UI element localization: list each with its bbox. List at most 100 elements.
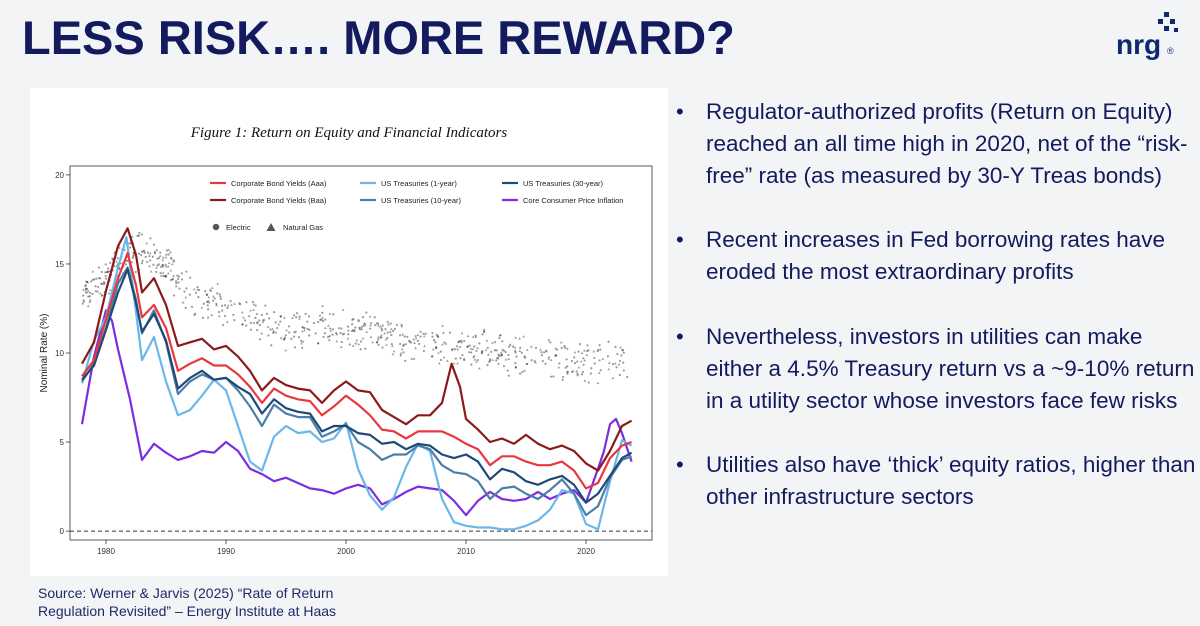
electric-roe-point [616,352,619,356]
electric-roe-point [552,375,555,378]
gas-roe-point [362,322,366,325]
electric-roe-point [339,332,342,335]
electric-roe-point [361,316,365,319]
electric-roe-point [332,313,335,316]
electric-roe-point [554,354,558,357]
gas-roe-point [158,254,162,257]
electric-roe-point [194,291,198,294]
electric-roe-point [87,295,90,298]
gas-roe-point [423,334,426,338]
electric-roe-point [100,270,103,274]
electric-roe-point [91,278,95,281]
slide-title: LESS RISK…. MORE REWARD? [22,11,735,64]
electric-roe-point [320,318,323,321]
electric-roe-point [340,327,343,330]
gas-roe-point [384,337,388,341]
gas-roe-point [391,344,394,348]
electric-roe-point [221,309,224,312]
gas-roe-point [399,351,403,355]
electric-roe-point [177,281,180,284]
electric-roe-point [241,323,244,326]
electric-roe-point [249,328,252,331]
gas-roe-point [166,264,170,268]
electric-roe-point [159,265,163,269]
electric-roe-point [265,312,269,315]
gas-roe-point [242,316,245,319]
gas-roe-point [169,269,173,272]
electric-roe-point [328,339,331,342]
electric-roe-point [104,263,107,266]
electric-roe-point [389,330,392,334]
electric-roe-point [410,341,413,344]
electric-roe-point [390,333,393,337]
electric-roe-point [137,252,141,255]
electric-roe-point [483,330,486,333]
electric-roe-point [351,329,355,332]
electric-roe-point [419,330,422,334]
electric-roe-point [256,322,259,325]
gas-roe-point [571,369,575,373]
electric-roe-point [161,265,165,268]
electric-roe-point [582,363,585,366]
electric-roe-point [116,257,119,260]
electric-roe-point [431,355,434,358]
electric-roe-point [340,340,343,344]
electric-roe-point [403,335,406,338]
electric-roe-point [496,357,500,360]
legend-label-t30: US Treasuries (30-year) [523,179,604,188]
electric-roe-point [335,332,338,335]
gas-roe-point [383,331,386,335]
electric-roe-point [104,271,107,274]
y-tick-label: 0 [60,527,65,536]
electric-roe-point [457,340,460,343]
electric-roe-point [514,351,517,354]
electric-roe-point [149,259,152,262]
gas-roe-point [507,357,511,361]
electric-roe-point [238,302,241,305]
electric-roe-point [507,353,510,357]
bullet-dot-icon: • [676,324,684,349]
gas-roe-point [109,288,112,292]
gas-roe-point [148,264,151,268]
legend-label-t10: US Treasuries (10-year) [381,196,462,205]
electric-roe-point [495,349,498,352]
electric-roe-point [480,351,484,354]
electric-roe-point [318,314,322,317]
electric-roe-point [508,345,511,348]
electric-roe-point [534,346,538,349]
electric-roe-point [164,263,167,266]
electric-roe-point [488,360,491,363]
electric-roe-point [580,373,584,376]
gas-roe-point [252,302,256,306]
gas-roe-point [400,324,404,328]
electric-roe-point [149,237,152,240]
electric-roe-point [566,370,570,374]
electric-roe-point [171,278,174,281]
gas-roe-point [577,366,581,369]
gas-roe-point [549,358,553,361]
electric-roe-point [364,347,367,350]
electric-roe-point [392,329,395,333]
electric-roe-point [143,251,146,255]
electric-roe-point [359,340,363,343]
gas-roe-point [277,322,281,326]
electric-roe-point [165,275,168,278]
electric-roe-point [519,346,522,349]
electric-roe-point [499,334,502,337]
electric-roe-point [621,348,624,352]
electric-roe-point [111,257,114,260]
gas-roe-point [368,315,372,318]
gas-roe-point [132,251,135,254]
gas-roe-point [460,331,464,335]
electric-roe-point [599,348,602,351]
gas-roe-point [357,342,361,346]
gas-roe-point [495,356,499,360]
gas-roe-point [390,327,393,331]
gas-roe-point [500,353,504,357]
electric-roe-point [85,287,88,290]
electric-roe-point [500,353,503,356]
electric-roe-point [322,335,325,339]
electric-roe-point [193,313,196,317]
electric-roe-point [358,328,361,331]
electric-roe-point [93,278,96,281]
